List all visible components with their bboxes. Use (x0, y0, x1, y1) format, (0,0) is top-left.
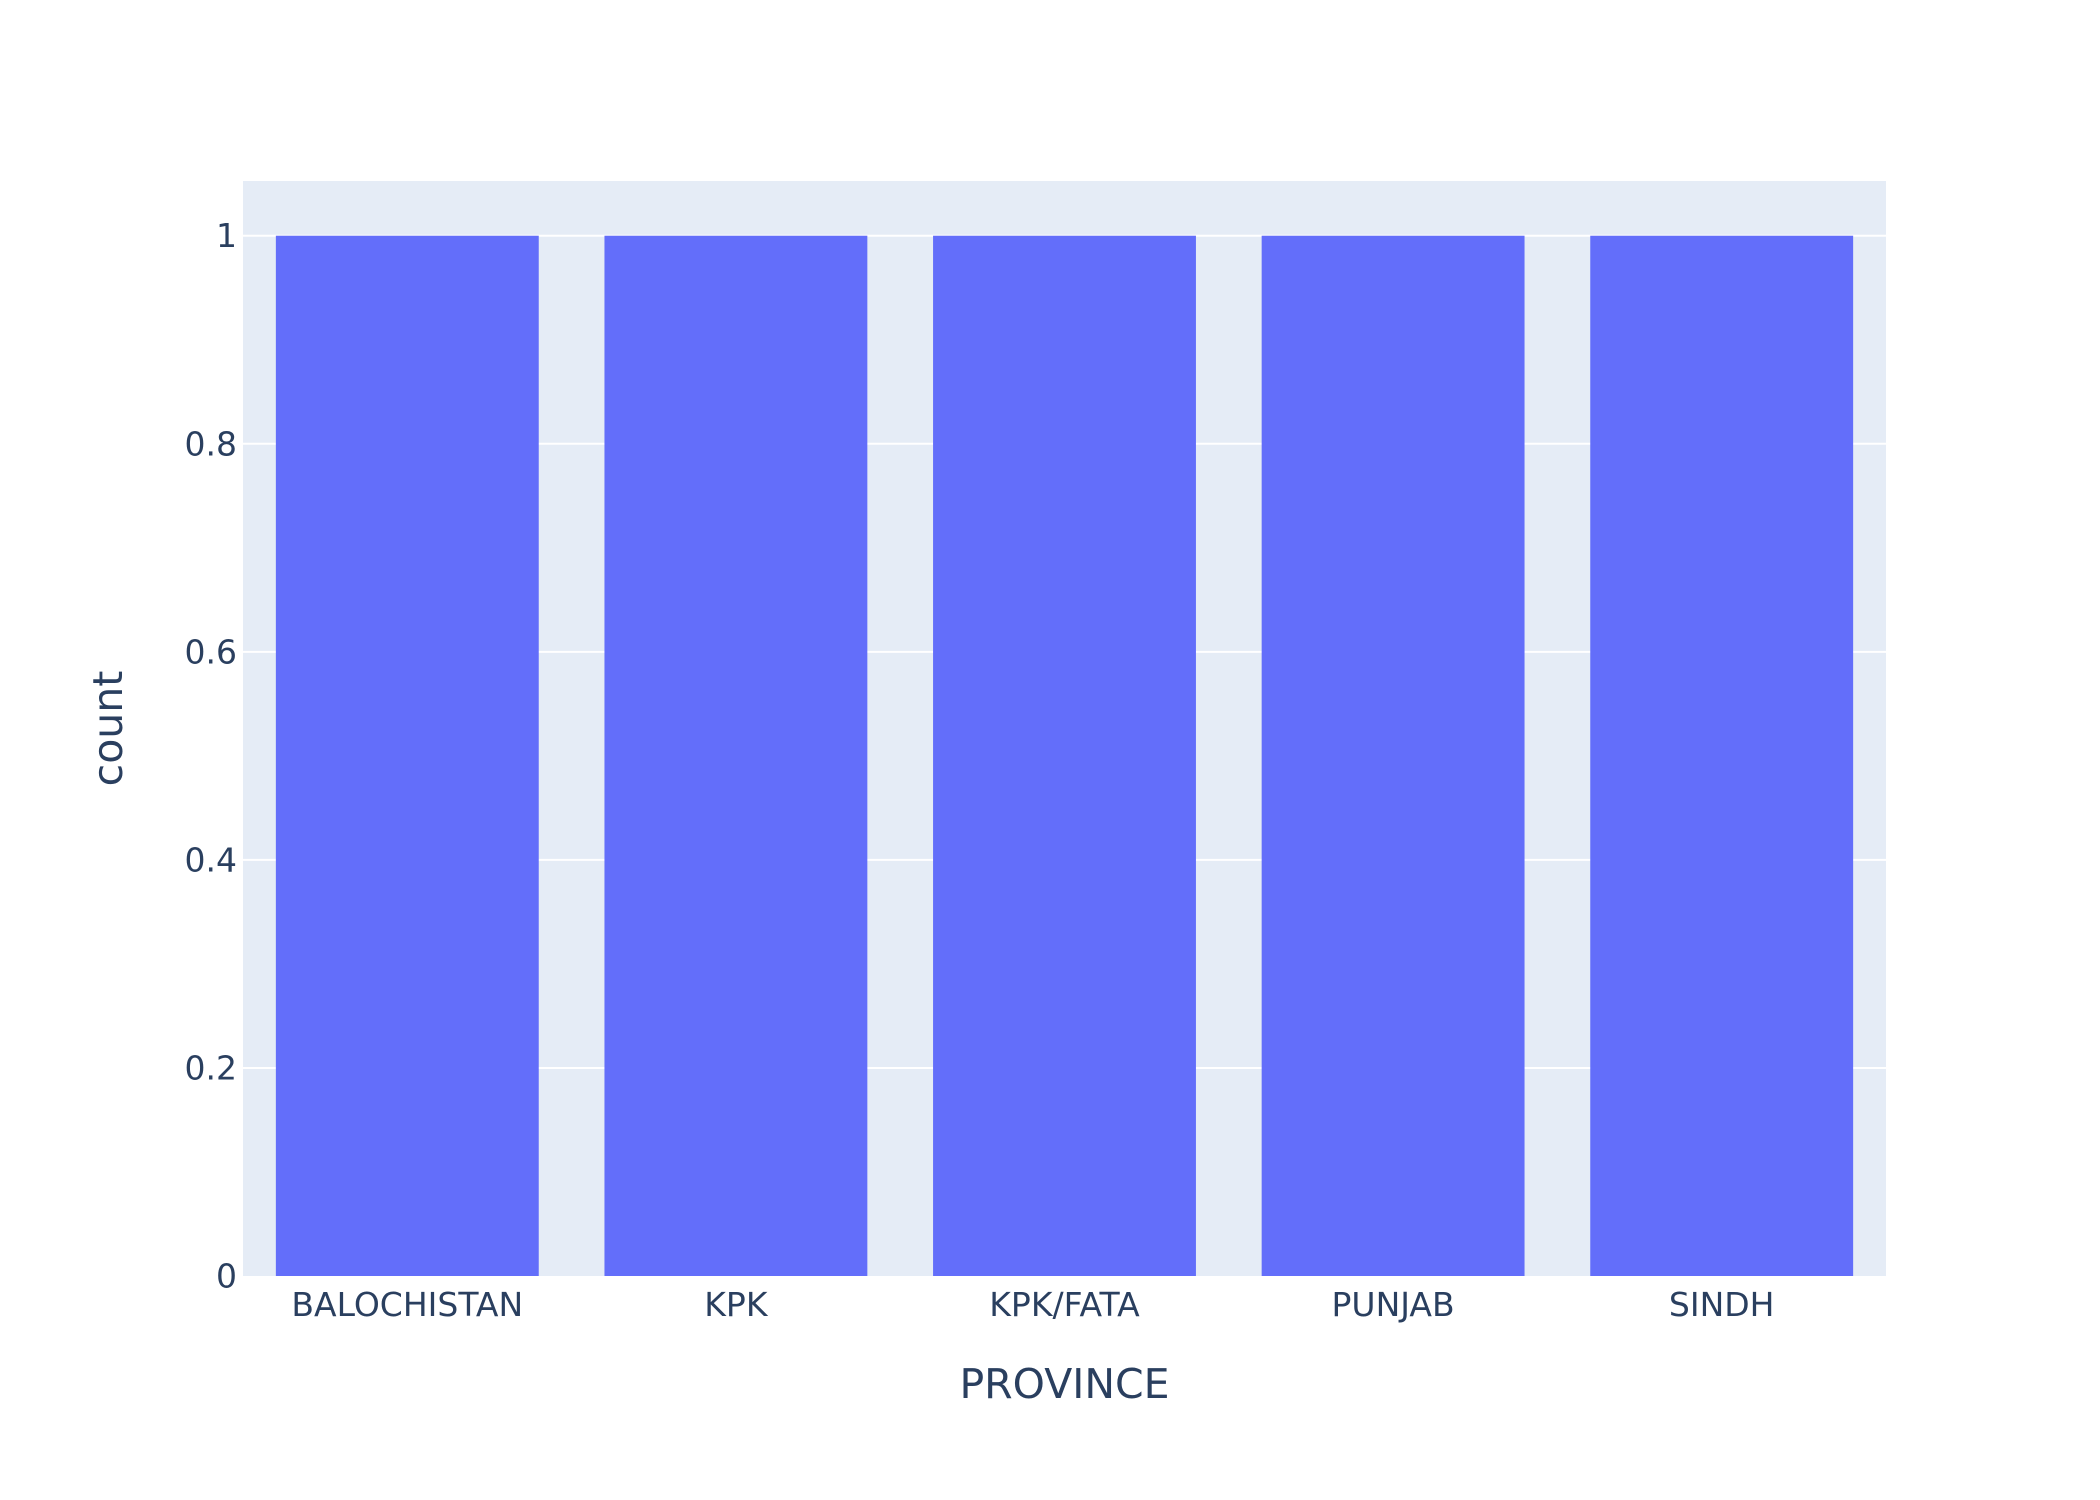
bar-sindh (1590, 235, 1854, 1277)
y-tick-label: 1 (216, 216, 237, 255)
x-tick-label: PUNJAB (1332, 1285, 1455, 1324)
y-tick-label: 0 (216, 1257, 237, 1296)
bar-kpk-fata (933, 235, 1196, 1277)
bar-punjab (1261, 235, 1525, 1277)
y-axis-title: count (84, 671, 132, 787)
y-tick-label: 0.6 (185, 632, 237, 671)
bar-kpk (604, 235, 868, 1277)
y-axis-ticks: 0 0.2 0.4 0.6 0.8 1 (185, 216, 237, 1295)
x-axis-ticks: BALOCHISTAN KPK KPK/FATA PUNJAB SINDH (291, 1285, 1774, 1324)
x-tick-label: KPK/FATA (989, 1285, 1140, 1324)
x-tick-label: KPK (704, 1285, 769, 1324)
x-axis-title: PROVINCE (959, 1360, 1169, 1408)
x-tick-label: SINDH (1669, 1285, 1775, 1324)
x-tick-label: BALOCHISTAN (291, 1285, 523, 1324)
y-tick-label: 0.4 (185, 840, 237, 879)
bar-balochistan (275, 235, 539, 1277)
y-tick-label: 0.2 (185, 1048, 237, 1087)
y-tick-label: 0.8 (185, 424, 237, 463)
bars (275, 235, 1854, 1277)
